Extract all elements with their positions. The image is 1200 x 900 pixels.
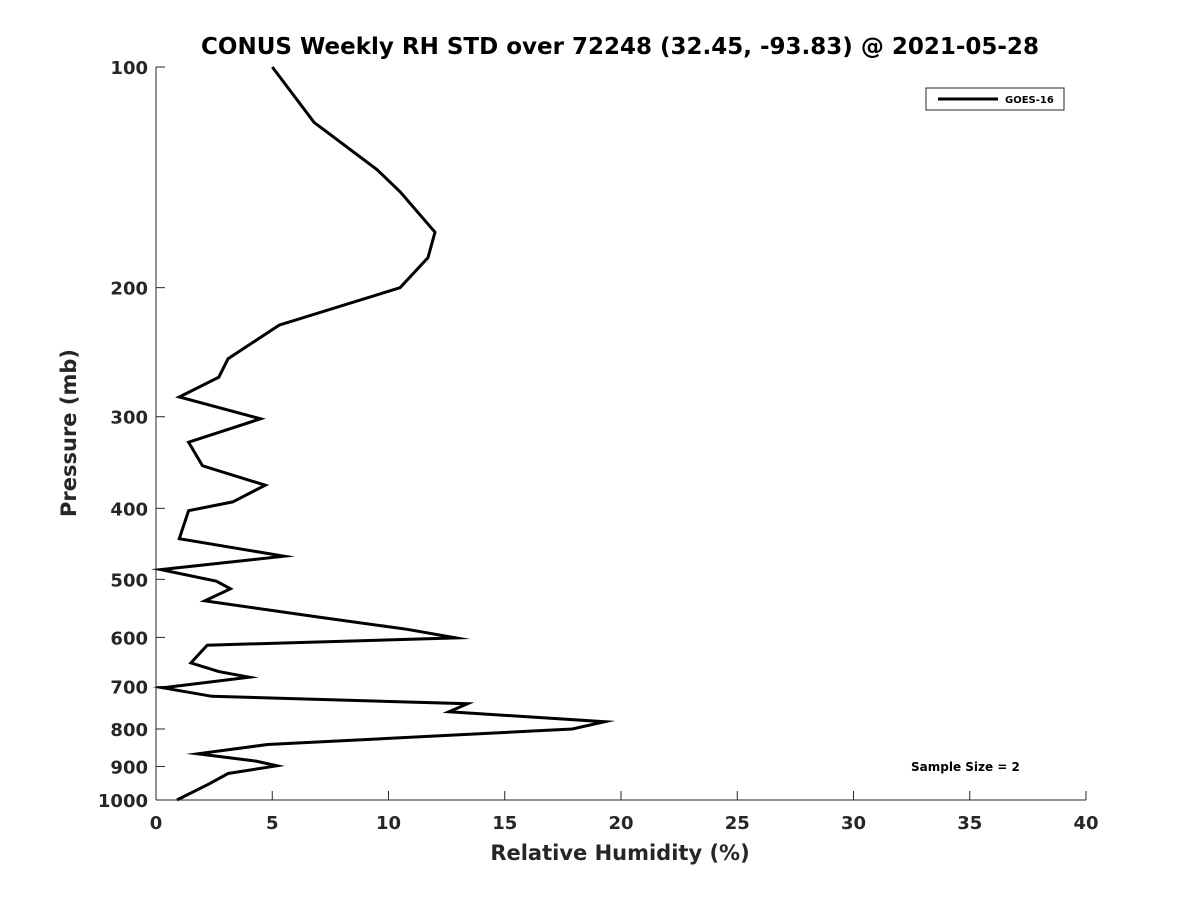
y-tick-label: 500 — [110, 570, 148, 591]
y-tick-label: 900 — [110, 757, 148, 778]
x-tick-label: 5 — [266, 813, 279, 834]
x-tick-label: 10 — [376, 813, 401, 834]
legend: GOES-16 — [925, 87, 1065, 111]
y-axis-label: Pressure (mb) — [57, 349, 81, 517]
sample-size-annotation: Sample Size = 2 — [911, 760, 1020, 774]
y-tick-label: 700 — [110, 677, 148, 698]
y-tick-label: 100 — [110, 58, 148, 79]
series-line-goes-16 — [151, 66, 616, 802]
plot-area — [156, 67, 1086, 800]
y-tick-label: 200 — [110, 279, 148, 300]
x-tick-label: 15 — [492, 813, 517, 834]
series-lines — [151, 66, 616, 802]
chart-title: CONUS Weekly RH STD over 72248 (32.45, -… — [201, 34, 1039, 60]
y-tick-label: 600 — [110, 628, 148, 649]
x-tick-label: 20 — [608, 813, 633, 834]
x-tick-label: 30 — [841, 813, 866, 834]
legend-entry-goes-16: GOES-16 — [1005, 95, 1054, 106]
y-tick-label: 300 — [110, 408, 148, 429]
x-tick-label: 0 — [150, 813, 163, 834]
x-axis-label: Relative Humidity (%) — [490, 841, 749, 865]
axis-ticks: 0 5 10 15 20 25 30 35 40 100 200 300 400 500 600 700 800… — [98, 58, 1099, 834]
y-tick-label: 800 — [110, 720, 148, 741]
y-tick-label: 1000 — [98, 791, 148, 812]
y-tick-label: 400 — [110, 499, 148, 520]
x-tick-label: 35 — [957, 813, 982, 834]
axes — [155, 67, 1086, 801]
x-tick-label: 40 — [1073, 813, 1098, 834]
x-tick-label: 25 — [725, 813, 750, 834]
